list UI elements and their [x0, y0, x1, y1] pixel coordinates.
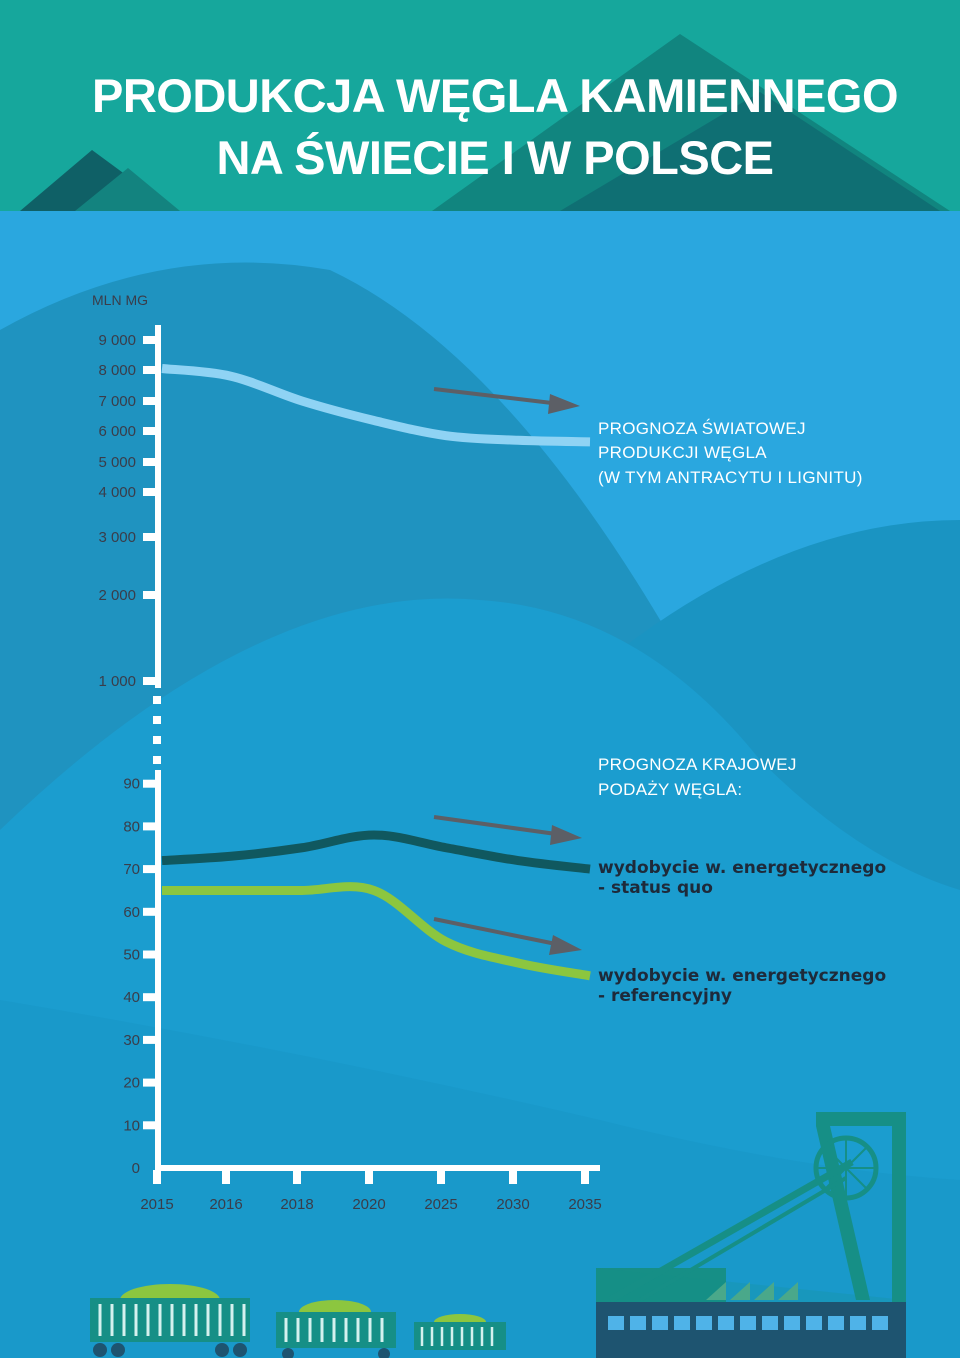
- world-y-tick-mark: [143, 336, 155, 344]
- poland-y-tick-mark: [143, 779, 155, 788]
- legend-poland-heading: PROGNOZA KRAJOWEJ PODAŻY WĘGLA:: [598, 755, 797, 799]
- arrow-world: [433, 387, 553, 405]
- poland-y-tick-mark: [143, 865, 155, 874]
- x-ticks: 2015 2016 2018 2020 2025 2030 2035: [140, 1170, 602, 1213]
- legend-referencyjny-line-2: - referencyjny: [598, 986, 732, 1006]
- x-tick-mark: [153, 1170, 161, 1184]
- series-line-status-quo: [161, 830, 591, 874]
- arrow-world-head: [548, 394, 580, 414]
- poland-y-tick-mark: [143, 822, 155, 831]
- world-y-tick-label: 7 000: [98, 393, 136, 410]
- poland-y-tick-label: 90: [123, 776, 140, 793]
- unit-label: MLN MG: [92, 292, 148, 308]
- y-axis-break: [153, 696, 161, 764]
- world-y-tick-label: 2 000: [98, 587, 136, 604]
- x-tick-mark: [509, 1170, 517, 1184]
- world-y-tick-label: 6 000: [98, 423, 136, 440]
- world-y-tick-label: 1 000: [98, 673, 136, 690]
- x-tick-mark: [365, 1170, 373, 1184]
- world-y-tick-mark: [143, 427, 155, 435]
- x-tick-mark: [437, 1170, 445, 1184]
- legend-status-quo-line-2: - status quo: [598, 878, 713, 898]
- poland-y-tick-mark: [143, 950, 155, 959]
- poland-y-tick-label: 80: [123, 818, 140, 835]
- x-tick-label: 2025: [424, 1196, 457, 1213]
- poland-y-tick-label: 20: [123, 1075, 140, 1092]
- legend-world-line-2: PRODUKCJI WĘGLA: [598, 443, 767, 462]
- legend-world-line-3: (W TYM ANTRACYTU I LIGNITU): [598, 468, 863, 487]
- arrow-referencyjny: [433, 917, 557, 946]
- poland-y-tick-mark: [143, 993, 155, 1002]
- world-y-tick-mark: [143, 366, 155, 374]
- poland-heading-line-1: PROGNOZA KRAJOWEJ: [598, 755, 797, 774]
- title-mountain-left-2: [75, 168, 180, 211]
- world-y-tick-label: 5 000: [98, 454, 136, 471]
- x-tick-label: 2030: [496, 1196, 529, 1213]
- x-tick-label: 2016: [209, 1196, 242, 1213]
- x-tick-label: 2020: [352, 1196, 385, 1213]
- poland-y-tick-mark: [143, 1078, 155, 1087]
- page-title-line-2: NA ŚWIECIE I W POLSCE: [216, 131, 774, 184]
- world-y-tick-mark: [143, 397, 155, 405]
- trend-arrows: [433, 387, 582, 955]
- world-y-tick-label: 4 000: [98, 484, 136, 501]
- chart-axes: [153, 325, 600, 1171]
- world-y-tick-label: 3 000: [98, 529, 136, 546]
- world-y-tick-mark: [143, 677, 155, 685]
- poland-y-tick-label: 40: [123, 989, 140, 1006]
- series-layer: [161, 364, 591, 981]
- world-y-ticks: 9 000 8 000 7 000 6 000 5 000 4 000 3 000 2 000…: [98, 332, 155, 690]
- legend-referencyjny: wydobycie w. energetycznego - referencyj…: [598, 966, 886, 1006]
- world-y-tick-mark: [143, 488, 155, 496]
- arrow-status-quo-head: [550, 825, 582, 845]
- x-tick-label: 2015: [140, 1196, 173, 1213]
- world-y-tick-label: 9 000: [98, 332, 136, 349]
- world-y-tick-mark: [143, 591, 155, 599]
- legend-world-line-1: PROGNOZA ŚWIATOWEJ: [598, 419, 806, 438]
- poland-y-tick-label: 50: [123, 947, 140, 964]
- arrow-status-quo: [433, 815, 557, 836]
- poland-y-tick-mark: [143, 1121, 155, 1130]
- x-tick-mark: [222, 1170, 230, 1184]
- world-y-tick-mark: [143, 533, 155, 541]
- x-tick-label: 2018: [280, 1196, 313, 1213]
- page-title-line-1: PRODUKCJA WĘGLA KAMIENNEGO: [91, 69, 899, 122]
- poland-y-tick-label: 0: [132, 1160, 140, 1177]
- poland-y-tick-label: 60: [123, 904, 140, 921]
- world-y-tick-label: 8 000: [98, 362, 136, 379]
- x-tick-mark: [293, 1170, 301, 1184]
- x-tick-label: 2035: [568, 1196, 601, 1213]
- poland-y-tick-mark: [143, 907, 155, 916]
- mine-illustration: [596, 1112, 906, 1358]
- legend-world: PROGNOZA ŚWIATOWEJ PRODUKCJI WĘGLA (W TY…: [598, 419, 863, 487]
- poland-heading-line-2: PODAŻY WĘGLA:: [598, 780, 742, 799]
- legend-status-quo: wydobycie w. energetycznego - status quo: [598, 858, 886, 898]
- legend-status-quo-line-1: wydobycie w. energetycznego: [598, 858, 886, 878]
- poland-y-tick-label: 70: [123, 861, 140, 878]
- coal-train: [90, 1284, 506, 1358]
- poland-y-tick-label: 30: [123, 1032, 140, 1049]
- arrow-referencyjny-head: [549, 935, 582, 955]
- poland-y-ticks: 90 80 70 60 50 40 30 20 10 0: [123, 776, 155, 1177]
- world-y-tick-mark: [143, 458, 155, 466]
- series-line-world: [161, 364, 591, 447]
- x-tick-mark: [581, 1170, 589, 1184]
- title-mountain-right-dark: [560, 92, 940, 211]
- legend-referencyjny-line-1: wydobycie w. energetycznego: [598, 966, 886, 986]
- poland-y-tick-label: 10: [123, 1117, 140, 1134]
- poland-y-tick-mark: [143, 1035, 155, 1044]
- series-line-referencyjny: [161, 882, 591, 981]
